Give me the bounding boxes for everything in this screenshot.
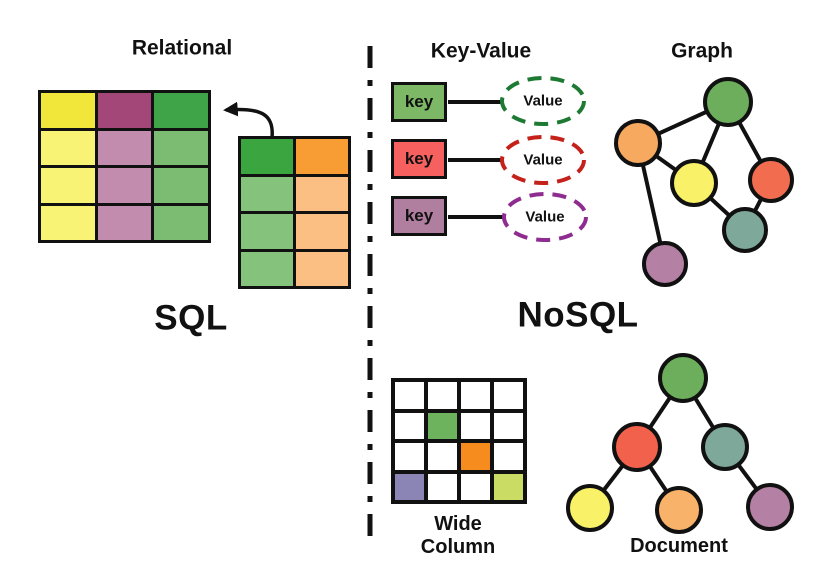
table-cell — [41, 93, 95, 128]
table-cell — [241, 214, 293, 249]
table-cell — [97, 205, 152, 240]
graph-node-orange — [614, 119, 662, 167]
grid-cell — [494, 473, 523, 500]
grid-cell — [461, 382, 490, 409]
grid-cell — [395, 473, 424, 500]
graph-title: Graph — [671, 39, 733, 63]
key-label: key — [404, 149, 434, 168]
table-cell — [296, 139, 348, 174]
key-value-title: Key-Value — [430, 39, 532, 63]
table-cell — [97, 130, 152, 165]
wide-column-title-line1: Wide — [434, 513, 482, 535]
graph-node-red — [748, 157, 794, 203]
nosql-label: NoSQL — [517, 295, 639, 335]
tree-node-purple — [746, 483, 794, 531]
relational-title: Relational — [131, 36, 233, 60]
graph-node-teal — [722, 207, 768, 253]
table-cell — [296, 214, 348, 249]
wide-column-grid — [391, 378, 527, 504]
key-box: key — [391, 82, 447, 122]
table-cell — [97, 93, 152, 128]
grid-cell — [461, 412, 490, 439]
relational-main-table — [38, 90, 211, 243]
table-cell — [154, 93, 208, 128]
grid-cell — [461, 473, 490, 500]
sql-label: SQL — [154, 298, 228, 338]
table-cell — [241, 139, 293, 174]
table-cell — [154, 130, 208, 165]
grid-cell — [428, 412, 457, 439]
value-ellipse — [500, 76, 586, 126]
table-cell — [97, 168, 152, 203]
table-cell — [154, 168, 208, 203]
grid-cell — [428, 443, 457, 470]
wide-column-title-line2: Column — [420, 536, 496, 558]
value-label: Value — [523, 151, 563, 169]
tree-node-red — [612, 422, 662, 472]
grid-cell — [395, 412, 424, 439]
grid-cell — [428, 382, 457, 409]
graph-node-purple — [642, 241, 688, 287]
graph-node-yellow — [670, 159, 718, 207]
table-cell — [296, 251, 348, 286]
table-cell — [41, 205, 95, 240]
value-label: Value — [523, 92, 563, 110]
document-title: Document — [630, 535, 728, 557]
table-cell — [296, 176, 348, 211]
table-cell — [241, 251, 293, 286]
grid-cell — [461, 443, 490, 470]
tree-node-yellow — [566, 484, 614, 532]
join-arrow-icon — [223, 101, 274, 139]
key-label: key — [404, 206, 434, 225]
grid-cell — [395, 443, 424, 470]
grid-cell — [395, 382, 424, 409]
value-ellipse — [502, 192, 588, 242]
grid-cell — [494, 382, 523, 409]
table-cell — [154, 205, 208, 240]
tree-node-orange — [655, 486, 703, 534]
grid-cell — [428, 473, 457, 500]
grid-cell — [494, 412, 523, 439]
key-label: key — [404, 92, 434, 111]
grid-cell — [494, 443, 523, 470]
value-label: Value — [525, 208, 565, 226]
tree-node-teal — [701, 423, 749, 471]
relational-joined-table — [238, 136, 351, 289]
table-cell — [241, 176, 293, 211]
value-ellipse — [500, 135, 586, 185]
key-box: key — [391, 139, 447, 179]
graph-node-green — [703, 77, 753, 127]
table-cell — [41, 130, 95, 165]
tree-node-root-green — [658, 353, 708, 403]
table-cell — [41, 168, 95, 203]
key-box: key — [391, 196, 447, 236]
